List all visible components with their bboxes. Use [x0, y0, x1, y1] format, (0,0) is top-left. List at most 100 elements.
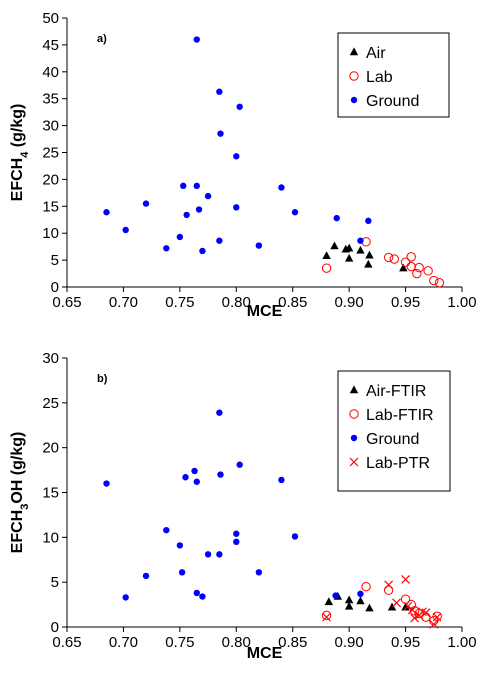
y-axis-title-suffix: (g/kg)	[9, 104, 26, 152]
legend-label: Ground	[366, 431, 419, 448]
data-point	[191, 467, 198, 475]
y-tick-label: 0	[51, 279, 59, 296]
data-point	[255, 569, 263, 576]
x-tick-label: 0.65	[52, 634, 81, 651]
y-tick-label: 5	[51, 252, 59, 269]
y-axis-title: EFCH3OH (g/kg)	[9, 432, 31, 554]
data-point	[255, 242, 263, 249]
y-tick-label: 15	[42, 485, 59, 502]
data-point	[321, 610, 332, 621]
data-point	[401, 575, 410, 584]
data-point	[344, 243, 354, 252]
data-point	[364, 259, 373, 268]
data-point	[216, 409, 223, 416]
data-point	[233, 204, 240, 211]
series-air	[322, 241, 408, 272]
data-point	[193, 182, 200, 190]
y-tick-label: 50	[42, 10, 59, 27]
data-point	[421, 612, 431, 622]
data-point	[216, 237, 223, 244]
data-point	[421, 608, 431, 618]
data-point	[330, 241, 339, 250]
data-point	[322, 251, 331, 259]
data-point	[365, 250, 374, 259]
data-point	[233, 538, 240, 546]
data-point	[423, 266, 433, 276]
data-point	[409, 606, 420, 616]
data-point	[176, 233, 184, 241]
data-point	[193, 36, 200, 43]
data-point	[195, 206, 203, 213]
y-tick-label: 45	[42, 37, 59, 54]
legend-marker	[349, 71, 359, 81]
data-point	[384, 580, 394, 590]
data-point	[332, 592, 339, 599]
y-tick-label: 5	[51, 574, 59, 591]
series-ground	[103, 36, 372, 255]
x-tick-label: 1.00	[447, 294, 476, 311]
data-point	[406, 261, 416, 272]
y-axis-title-subscript: 4	[19, 151, 31, 158]
legend-box	[337, 32, 450, 118]
data-point	[216, 88, 223, 95]
data-point	[392, 598, 401, 608]
series-lab	[321, 237, 445, 288]
legend-label: Ground	[366, 93, 419, 110]
x-tick-label: 0.70	[109, 634, 138, 651]
data-point	[412, 268, 422, 279]
data-point	[233, 153, 240, 160]
data-point	[142, 200, 150, 207]
x-tick-label: 0.95	[391, 634, 420, 651]
data-point	[356, 245, 365, 254]
data-point	[180, 182, 187, 190]
data-point	[403, 601, 413, 611]
data-point	[142, 572, 150, 580]
data-point	[216, 551, 223, 558]
data-point	[291, 533, 299, 540]
chart-panel-1: 0.65 0.70 0.75 0.80 0.85 0.90 0.95 1.00 0 5 10 15 20…	[9, 10, 477, 320]
y-tick-label: 10	[42, 529, 59, 546]
y-axis-title-subscript: 3	[19, 504, 31, 510]
data-point	[383, 252, 394, 263]
legend-marker	[349, 409, 359, 419]
data-point	[418, 607, 427, 617]
data-point	[357, 590, 364, 598]
y-tick-label: 30	[42, 118, 59, 135]
data-point	[217, 471, 224, 478]
data-point	[163, 245, 170, 252]
data-point	[387, 602, 397, 611]
x-axis-title: MCE	[247, 645, 283, 662]
data-point	[365, 217, 372, 225]
data-point	[122, 594, 129, 601]
data-point	[204, 551, 212, 558]
data-point	[233, 530, 240, 537]
data-point	[344, 253, 354, 262]
y-tick-label: 35	[42, 91, 59, 108]
data-point	[321, 263, 332, 273]
data-point	[278, 184, 285, 191]
data-point	[365, 603, 374, 612]
y-tick-label: 15	[42, 198, 59, 215]
legend-marker	[349, 457, 359, 467]
legend-label: Air-FTIR	[366, 383, 426, 400]
data-point	[333, 214, 340, 222]
y-axis-title-prefix: EFCH	[9, 510, 26, 554]
legend-label: Lab-PTR	[366, 455, 430, 472]
data-point	[122, 226, 129, 234]
y-tick-label: 20	[42, 171, 59, 188]
x-tick-label: 0.65	[52, 294, 81, 311]
data-point	[182, 474, 189, 481]
legend: Air Lab Ground	[337, 32, 450, 118]
data-point	[183, 211, 190, 219]
y-tick-label: 25	[42, 395, 59, 412]
data-point	[400, 594, 411, 604]
series-lab-ptr	[322, 575, 442, 629]
x-tick-label: 0.90	[335, 634, 364, 651]
data-point	[178, 569, 186, 576]
x-tick-label: 0.75	[165, 634, 194, 651]
data-point	[383, 585, 394, 595]
data-point	[407, 605, 417, 615]
y-tick-label: 20	[42, 440, 59, 457]
data-point	[432, 612, 442, 622]
